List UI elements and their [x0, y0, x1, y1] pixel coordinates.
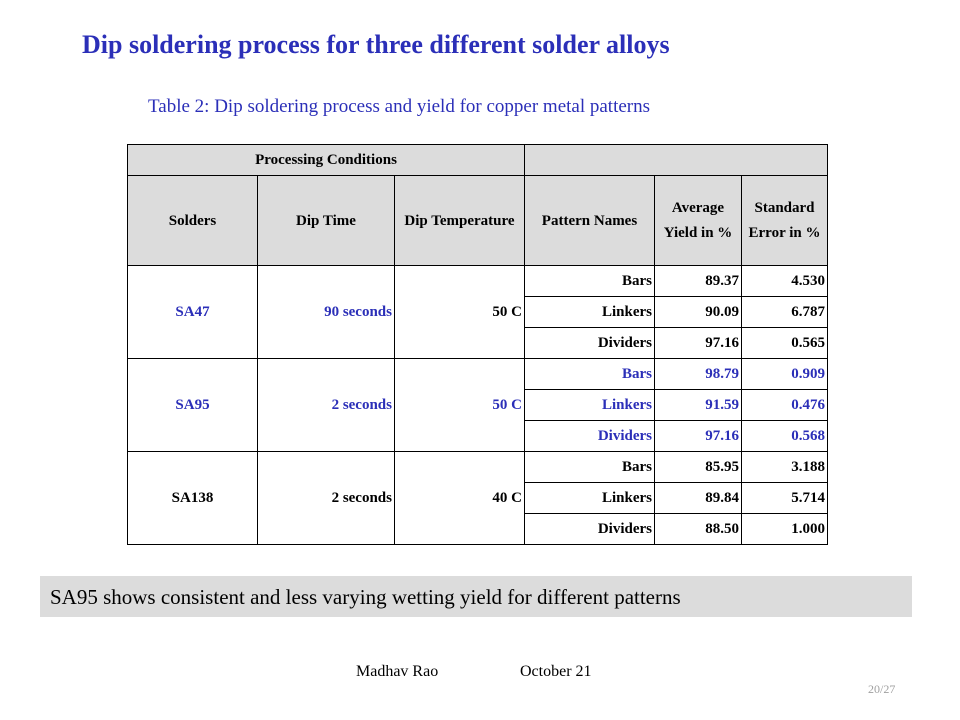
pattern-cell: Linkers	[524, 482, 655, 514]
yield-cell: 90.09	[654, 296, 742, 328]
error-cell: 1.000	[741, 513, 828, 545]
footer-date: October 21	[520, 663, 592, 680]
pattern-cell: Dividers	[524, 513, 655, 545]
header-blank	[524, 144, 828, 176]
header-processing-conditions: Processing Conditions	[127, 144, 525, 176]
error-cell: 0.909	[741, 358, 828, 390]
dip-temperature-cell: 40 C	[394, 451, 525, 545]
error-cell: 6.787	[741, 296, 828, 328]
yield-cell: 97.16	[654, 420, 742, 452]
pattern-cell: Linkers	[524, 296, 655, 328]
header-pattern-names: Pattern Names	[524, 175, 655, 266]
pattern-cell: Dividers	[524, 420, 655, 452]
error-cell: 5.714	[741, 482, 828, 514]
page-number: 20/27	[868, 682, 896, 696]
error-cell: 4.530	[741, 265, 828, 297]
error-cell: 3.188	[741, 451, 828, 483]
solder-cell: SA138	[127, 451, 258, 545]
header-dip-temperature: Dip Temperature	[394, 175, 525, 266]
dip-temperature-cell: 50 C	[394, 265, 525, 359]
error-cell: 0.476	[741, 389, 828, 421]
solder-cell: SA47	[127, 265, 258, 359]
yield-cell: 88.50	[654, 513, 742, 545]
solder-cell: SA95	[127, 358, 258, 452]
dip-temperature-cell: 50 C	[394, 358, 525, 452]
yield-cell: 91.59	[654, 389, 742, 421]
pattern-cell: Bars	[524, 358, 655, 390]
pattern-cell: Bars	[524, 265, 655, 297]
pattern-cell: Linkers	[524, 389, 655, 421]
header-dip-time: Dip Time	[257, 175, 395, 266]
yield-cell: 89.37	[654, 265, 742, 297]
dip-time-cell: 2 seconds	[257, 451, 395, 545]
conclusion-note: SA95 shows consistent and less varying w…	[40, 576, 912, 617]
header-standard-error: Standard Error in %	[741, 175, 828, 266]
error-cell: 0.568	[741, 420, 828, 452]
header-average-yield: Average Yield in %	[654, 175, 742, 266]
pattern-cell: Bars	[524, 451, 655, 483]
dip-soldering-table: Processing Conditions Solders Dip Time D…	[127, 144, 828, 545]
slide-title: Dip soldering process for three differen…	[82, 30, 670, 59]
dip-time-cell: 90 seconds	[257, 265, 395, 359]
dip-time-cell: 2 seconds	[257, 358, 395, 452]
yield-cell: 85.95	[654, 451, 742, 483]
table-caption: Table 2: Dip soldering process and yield…	[148, 96, 651, 117]
footer-author: Madhav Rao	[356, 663, 439, 680]
error-cell: 0.565	[741, 327, 828, 359]
yield-cell: 98.79	[654, 358, 742, 390]
header-solders: Solders	[127, 175, 258, 266]
yield-cell: 89.84	[654, 482, 742, 514]
pattern-cell: Dividers	[524, 327, 655, 359]
yield-cell: 97.16	[654, 327, 742, 359]
